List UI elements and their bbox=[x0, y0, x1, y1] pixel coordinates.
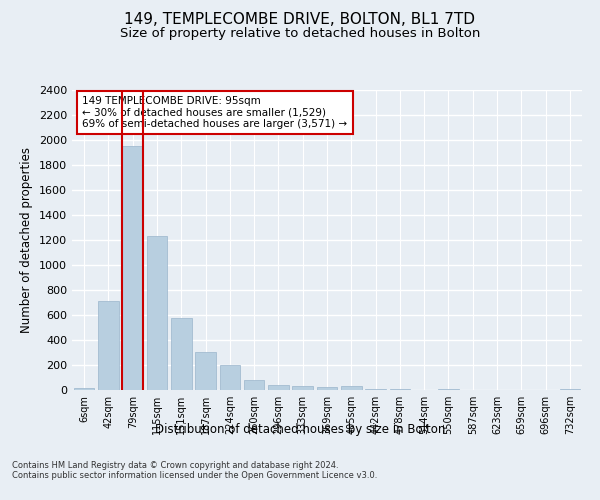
Bar bbox=[146, 236, 167, 390]
Bar bbox=[292, 386, 313, 390]
Bar bbox=[74, 388, 94, 390]
Y-axis label: Number of detached properties: Number of detached properties bbox=[20, 147, 34, 333]
Bar bbox=[220, 365, 240, 390]
Bar bbox=[560, 389, 580, 390]
Bar bbox=[98, 301, 119, 390]
Bar bbox=[195, 352, 216, 390]
Bar bbox=[389, 389, 410, 390]
Bar bbox=[317, 387, 337, 390]
Text: 149 TEMPLECOMBE DRIVE: 95sqm
← 30% of detached houses are smaller (1,529)
69% of: 149 TEMPLECOMBE DRIVE: 95sqm ← 30% of de… bbox=[82, 96, 347, 129]
Text: Size of property relative to detached houses in Bolton: Size of property relative to detached ho… bbox=[120, 28, 480, 40]
Bar bbox=[171, 318, 191, 390]
Bar bbox=[244, 380, 265, 390]
Text: 149, TEMPLECOMBE DRIVE, BOLTON, BL1 7TD: 149, TEMPLECOMBE DRIVE, BOLTON, BL1 7TD bbox=[125, 12, 476, 28]
Bar bbox=[365, 389, 386, 390]
Text: Contains HM Land Registry data © Crown copyright and database right 2024.
Contai: Contains HM Land Registry data © Crown c… bbox=[12, 460, 377, 480]
Text: Distribution of detached houses by size in Bolton: Distribution of detached houses by size … bbox=[155, 422, 445, 436]
Bar bbox=[341, 386, 362, 390]
Bar bbox=[122, 146, 143, 390]
Bar bbox=[268, 385, 289, 390]
